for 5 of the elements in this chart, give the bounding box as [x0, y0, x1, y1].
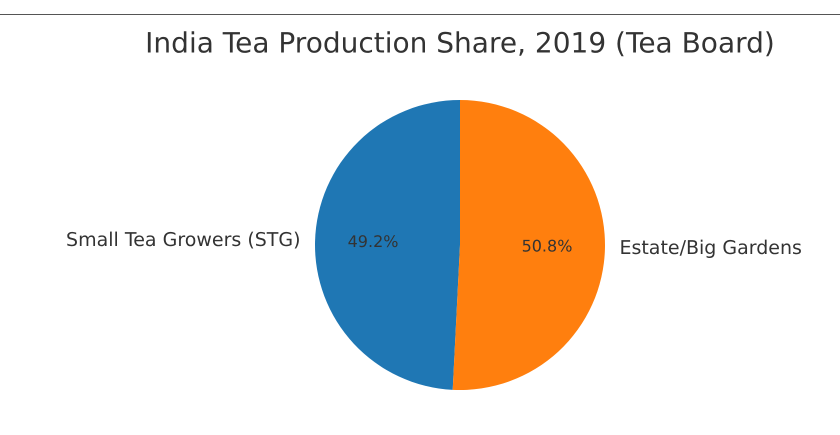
data-label: 50.8% — [522, 236, 572, 256]
slice-label: Small Tea Growers (STG) — [66, 228, 301, 251]
slice-label: Estate/Big Gardens — [619, 236, 802, 259]
data-label: 49.2% — [348, 232, 398, 251]
chart-title: India Tea Production Share, 2019 (Tea Board) — [145, 26, 775, 60]
